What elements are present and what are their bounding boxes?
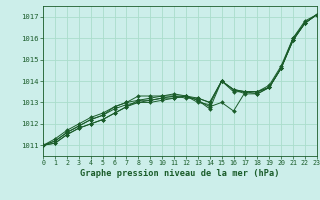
- X-axis label: Graphe pression niveau de la mer (hPa): Graphe pression niveau de la mer (hPa): [80, 169, 280, 178]
